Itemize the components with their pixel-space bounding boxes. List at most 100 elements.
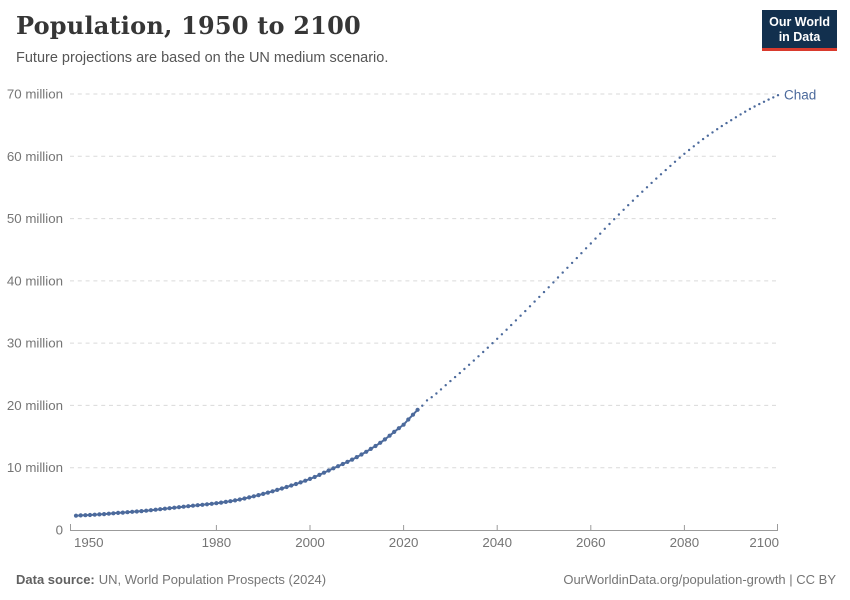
chart-subtitle: Future projections are based on the UN m… bbox=[16, 50, 389, 66]
data-source-label: Data source: bbox=[16, 572, 95, 587]
projection-point bbox=[580, 252, 583, 255]
historical-point bbox=[307, 476, 313, 481]
historical-point bbox=[303, 478, 308, 483]
historical-point bbox=[87, 512, 93, 518]
owid-logo-line1: Our World bbox=[769, 15, 830, 29]
historical-point bbox=[162, 506, 167, 511]
projection-point bbox=[496, 337, 499, 340]
x-tick-label: 1980 bbox=[202, 535, 232, 550]
projection-point bbox=[542, 290, 546, 294]
historical-point bbox=[359, 452, 364, 457]
projection-point bbox=[538, 295, 541, 299]
x-tick-label: 2080 bbox=[670, 535, 700, 550]
projection-point bbox=[720, 124, 723, 128]
projection-point bbox=[622, 208, 625, 211]
historical-point bbox=[148, 508, 153, 513]
historical-point bbox=[102, 511, 107, 517]
historical-point bbox=[406, 417, 411, 422]
y-tick-label: 10 million bbox=[7, 460, 63, 475]
projection-point bbox=[617, 213, 621, 216]
historical-point bbox=[382, 437, 387, 442]
x-tick-label: 2100 bbox=[749, 535, 779, 550]
projection-point bbox=[701, 137, 705, 141]
projection-point bbox=[467, 363, 471, 366]
historical-point bbox=[298, 480, 303, 485]
historical-point bbox=[204, 502, 210, 507]
historical-point bbox=[228, 499, 233, 504]
projection-point bbox=[421, 404, 424, 407]
projection-point bbox=[570, 261, 574, 265]
projection-point bbox=[645, 186, 649, 189]
historical-point bbox=[289, 483, 294, 488]
projection-point bbox=[655, 177, 658, 180]
projection-point bbox=[758, 102, 761, 106]
projection-point bbox=[641, 190, 644, 193]
projection-point bbox=[482, 350, 485, 354]
projection-point bbox=[477, 355, 480, 358]
projection-point bbox=[734, 116, 738, 119]
projection-point bbox=[739, 113, 742, 116]
historical-point bbox=[181, 504, 186, 509]
owid-logo[interactable]: Our World in Data bbox=[762, 10, 837, 51]
x-tick-label: 2000 bbox=[295, 535, 325, 550]
x-tick-label: 2040 bbox=[482, 535, 512, 550]
historical-point bbox=[106, 511, 111, 516]
projection-point bbox=[430, 396, 433, 399]
y-tick-label: 40 million bbox=[7, 273, 63, 288]
historical-point bbox=[153, 507, 158, 512]
historical-point bbox=[83, 513, 88, 518]
entity-end-label: Chad bbox=[784, 88, 816, 103]
historical-point bbox=[78, 513, 83, 518]
historical-point bbox=[350, 457, 355, 462]
projection-point bbox=[772, 96, 775, 99]
projection-point bbox=[669, 164, 672, 168]
projection-point bbox=[687, 148, 691, 152]
projection-point bbox=[697, 141, 700, 144]
historical-point bbox=[396, 426, 401, 431]
projection-point bbox=[524, 309, 527, 313]
projection-point bbox=[453, 375, 457, 379]
projection-point bbox=[716, 128, 719, 131]
projection-point bbox=[472, 359, 475, 362]
projection-point bbox=[603, 227, 606, 230]
projection-point bbox=[444, 384, 447, 387]
projection-point bbox=[556, 276, 560, 279]
historical-point bbox=[214, 501, 219, 506]
projection-point bbox=[636, 194, 639, 198]
historical-point bbox=[172, 505, 177, 510]
historical-point bbox=[125, 510, 130, 515]
projection-point bbox=[599, 232, 602, 235]
projection-point bbox=[725, 121, 728, 125]
projection-point bbox=[463, 367, 466, 371]
projection-point bbox=[650, 181, 653, 185]
historical-point bbox=[378, 440, 383, 445]
historical-point bbox=[392, 429, 397, 434]
projection-point bbox=[533, 300, 536, 303]
projection-point bbox=[584, 247, 588, 250]
historical-point bbox=[92, 512, 97, 517]
historical-point bbox=[190, 503, 196, 508]
projection-point bbox=[425, 399, 429, 402]
projection-point bbox=[664, 168, 667, 172]
projection-point bbox=[547, 286, 550, 289]
projection-point bbox=[514, 319, 518, 322]
projection-point bbox=[767, 98, 770, 101]
historical-point bbox=[368, 446, 373, 451]
historical-point bbox=[195, 503, 200, 508]
historical-point bbox=[331, 466, 336, 471]
historical-point bbox=[415, 407, 420, 412]
projection-point bbox=[748, 107, 752, 111]
y-tick-label: 60 million bbox=[7, 149, 63, 164]
projection-point bbox=[500, 333, 504, 336]
projection-point bbox=[594, 237, 597, 240]
data-source-text: UN, World Population Prospects (2024) bbox=[98, 572, 327, 587]
historical-point bbox=[410, 412, 416, 417]
historical-point bbox=[284, 484, 289, 490]
historical-point bbox=[223, 499, 228, 504]
credit-link[interactable]: OurWorldinData.org/population-growth | C… bbox=[563, 572, 836, 587]
y-tick-label: 50 million bbox=[7, 211, 63, 226]
y-tick-label: 70 million bbox=[7, 87, 63, 102]
projection-point bbox=[692, 145, 695, 148]
